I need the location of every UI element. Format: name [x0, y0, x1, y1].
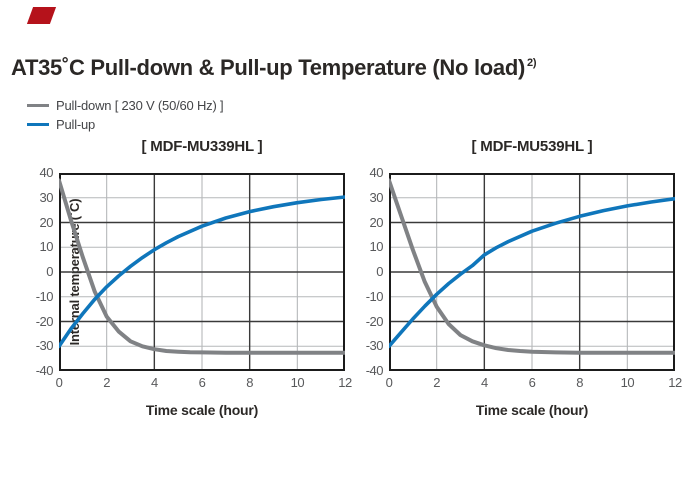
- footnote-marker: 2): [527, 56, 537, 69]
- y-tick-label: 30: [39, 189, 54, 205]
- y-tick-label: 40: [369, 165, 384, 180]
- y-tick-label: -10: [365, 288, 384, 304]
- chart-mdf-mu339hl: [ MDF-MU339HL ] Internal temperature (˚C…: [36, 0, 353, 493]
- chart-title: [ MDF-MU539HL ]: [471, 138, 593, 155]
- y-tick-labels: 40 30 20 10 0 -10 -20 -30 -40: [353, 165, 384, 378]
- pull-down-swatch: [27, 104, 49, 107]
- plot-area: [59, 173, 345, 371]
- y-tick-label: 30: [369, 189, 384, 205]
- figure-title: AT35˚C Pull-down & Pull-up Temperature (…: [11, 55, 537, 81]
- x-axis-label: Time scale (hour): [475, 402, 589, 418]
- x-tick-label: 8: [246, 375, 254, 390]
- y-tick-label: 20: [39, 214, 54, 230]
- legend-label-pull-up: Pull-up: [56, 117, 96, 132]
- curve: [389, 196, 675, 349]
- x-tick-labels: 0 2 4 6 8 10 12: [386, 375, 683, 391]
- curve: [59, 178, 345, 355]
- x-tick-label: 4: [480, 375, 488, 390]
- x-tick-labels: 0 2 4 6 8 10 12: [56, 375, 353, 391]
- y-tick-label: 10: [369, 239, 384, 255]
- x-axis-label: Time scale (hour): [145, 402, 259, 418]
- pull-up-swatch: [27, 123, 49, 126]
- x-tick-label: 4: [150, 375, 158, 390]
- legend-item-pull-down: Pull-down [ 230 V (50/60 Hz) ]: [27, 96, 224, 115]
- x-tick-label: 8: [576, 375, 584, 390]
- x-tick-label: 10: [620, 375, 635, 390]
- x-tick-label: 12: [668, 375, 682, 390]
- y-tick-label: 0: [46, 264, 53, 279]
- x-tick-label: 6: [198, 375, 206, 390]
- x-tick-label: 0: [55, 375, 63, 390]
- legend: Pull-down [ 230 V (50/60 Hz) ] Pull-up: [27, 96, 224, 134]
- legend-label-pull-down: Pull-down [ 230 V (50/60 Hz) ]: [56, 98, 224, 113]
- x-tick-label: 2: [103, 375, 111, 390]
- plot-area: [389, 173, 675, 371]
- y-tick-label: 0: [376, 264, 383, 279]
- y-tick-label: -30: [365, 338, 384, 354]
- chart-title: [ MDF-MU339HL ]: [141, 138, 263, 155]
- y-tick-label: -30: [35, 338, 54, 354]
- x-tick-label: 0: [385, 375, 393, 390]
- red-corner-tab: [26, 7, 57, 24]
- legend-item-pull-up: Pull-up: [27, 115, 223, 134]
- x-tick-label: 10: [290, 375, 305, 390]
- y-tick-label: -10: [35, 288, 54, 304]
- y-tick-label: -20: [35, 313, 54, 329]
- y-tick-labels: 40 30 20 10 0 -10 -20 -30 -40: [23, 165, 54, 378]
- x-tick-label: 6: [528, 375, 536, 390]
- curve: [389, 178, 675, 355]
- y-tick-label: -40: [365, 363, 384, 378]
- curve: [59, 195, 345, 349]
- figure-title-text: AT35˚C Pull-down & Pull-up Temperature (…: [11, 55, 526, 80]
- chart-mdf-mu539hl: [ MDF-MU539HL ] 40 30 20 10 0 -10 -20 -30 -40 0 2…: [366, 0, 683, 493]
- y-tick-label: 40: [39, 165, 54, 180]
- y-tick-label: 20: [369, 214, 384, 230]
- y-tick-label: -20: [365, 313, 384, 329]
- x-tick-label: 12: [338, 375, 352, 390]
- y-tick-label: 10: [39, 239, 54, 255]
- y-tick-label: -40: [35, 363, 54, 378]
- x-tick-label: 2: [433, 375, 441, 390]
